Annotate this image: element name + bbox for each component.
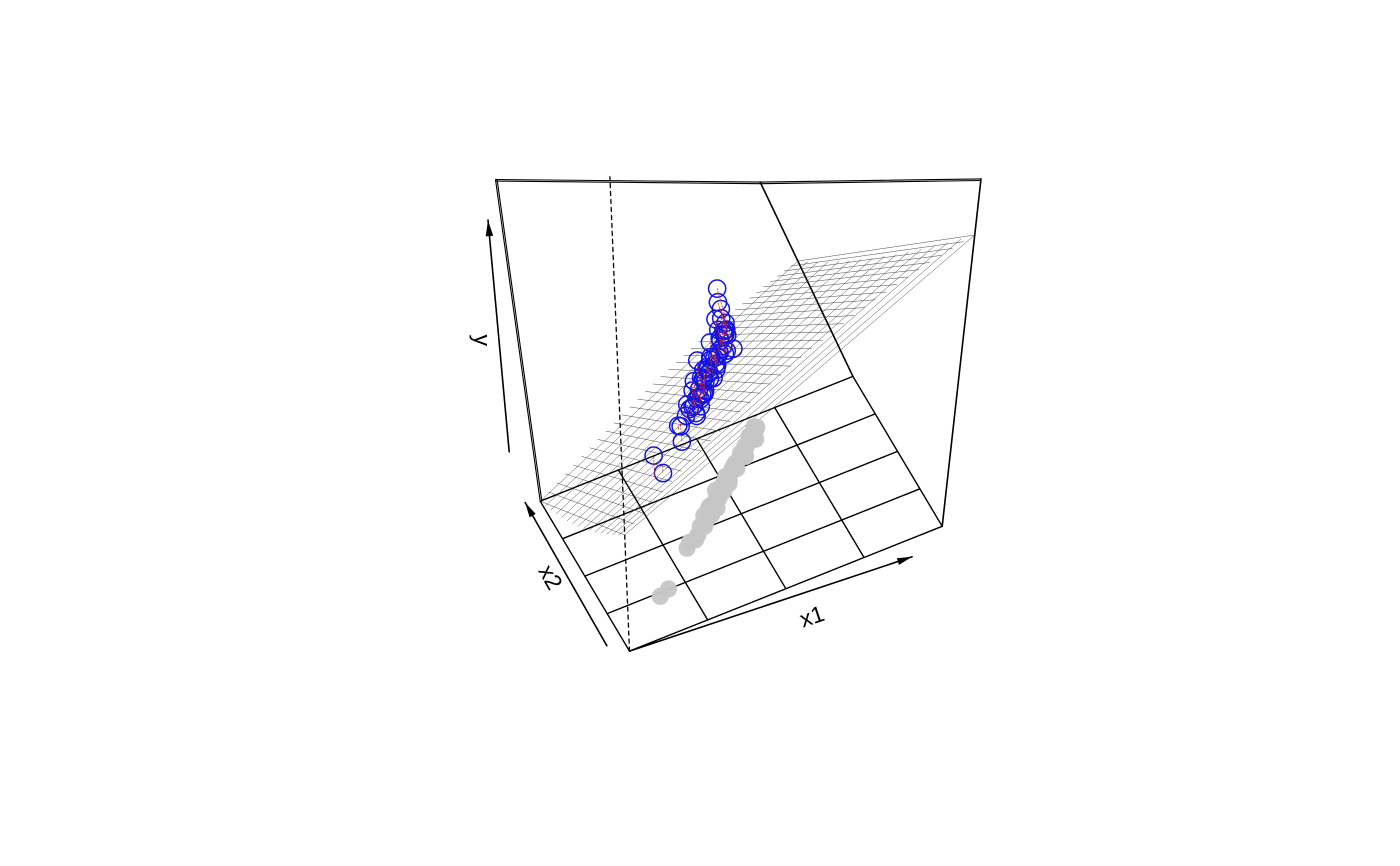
svg-text:y: y — [469, 335, 495, 347]
